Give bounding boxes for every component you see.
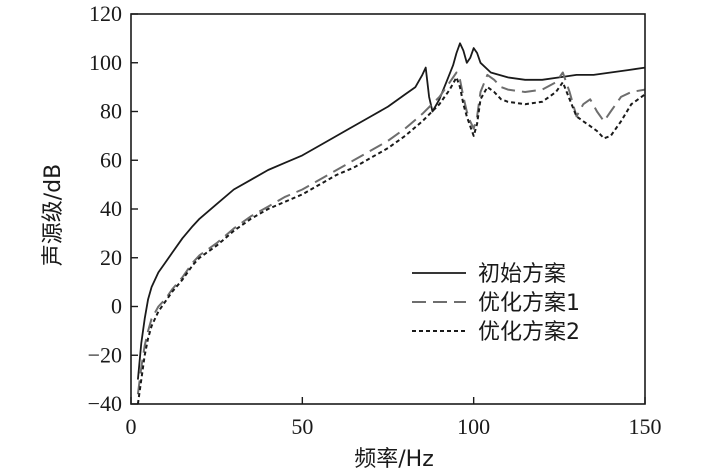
y-tick-label: −40 — [88, 391, 122, 416]
legend-label-1: 初始方案 — [478, 262, 566, 287]
y-tick-label: 60 — [100, 147, 122, 172]
x-tick-label: 0 — [126, 414, 137, 439]
y-tick-label: 100 — [89, 50, 122, 75]
y-tick-label: 120 — [89, 1, 122, 26]
x-tick-label: 100 — [457, 414, 490, 439]
y-tick-label: 0 — [111, 294, 122, 319]
y-tick-label: 40 — [100, 196, 122, 221]
plot-area — [136, 42, 646, 405]
x-tick-label: 150 — [629, 414, 662, 439]
plot-frame — [130, 13, 646, 405]
y-tick-label: 20 — [100, 245, 122, 270]
x-tick-label: 50 — [291, 414, 313, 439]
series-line-1 — [137, 42, 646, 380]
x-axis-title: 频率/Hz — [354, 447, 434, 472]
series-line-3 — [136, 76, 646, 405]
legend-label-3: 优化方案2 — [478, 320, 580, 345]
y-axis-title: 声源级/dB — [41, 164, 66, 266]
y-tick-label: 80 — [100, 99, 122, 124]
y-tick-label: −20 — [88, 342, 122, 367]
axes: −40 −20 0 20 40 60 80 100 120 0 50 100 150 — [88, 1, 662, 439]
legend-label-2: 优化方案1 — [478, 291, 580, 316]
series-line-2 — [136, 71, 646, 395]
